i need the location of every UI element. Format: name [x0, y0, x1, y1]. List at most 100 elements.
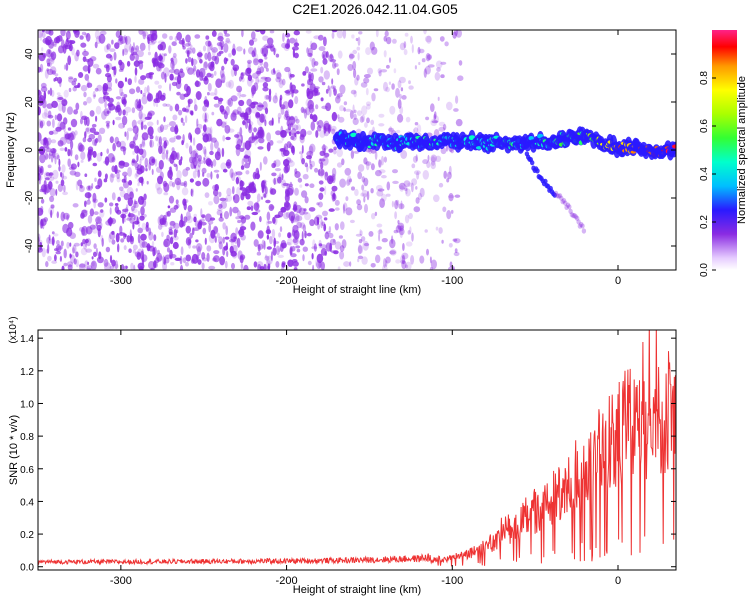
- noise-dot: [194, 164, 201, 173]
- noise-dot: [97, 228, 101, 238]
- noise-dot: [345, 207, 353, 216]
- noise-dot: [289, 247, 293, 256]
- noise-dot: [336, 94, 341, 100]
- noise-dot: [395, 199, 400, 206]
- noise-dot: [93, 251, 97, 257]
- branch-point: [581, 228, 587, 234]
- noise-dot: [163, 67, 170, 77]
- noise-dot: [455, 118, 463, 127]
- noise-dot: [411, 44, 414, 54]
- noise-dot: [338, 235, 343, 239]
- noise-dot: [57, 140, 64, 147]
- noise-dot: [352, 117, 359, 126]
- noise-dot: [85, 127, 90, 133]
- noise-dot: [123, 94, 128, 98]
- noise-dot: [235, 177, 240, 185]
- noise-dot: [62, 212, 70, 220]
- noise-dot: [274, 92, 278, 100]
- noise-dot: [264, 119, 267, 127]
- noise-dot: [86, 199, 91, 205]
- noise-dot: [114, 136, 120, 145]
- noise-dot: [140, 141, 146, 148]
- noise-dot: [365, 101, 372, 106]
- noise-dot: [306, 164, 309, 173]
- noise-dot: [226, 99, 232, 106]
- noise-dot: [319, 158, 326, 162]
- noise-dot: [183, 199, 189, 204]
- noise-dot: [185, 261, 189, 267]
- noise-dot: [45, 153, 49, 160]
- noise-dot: [446, 178, 450, 183]
- noise-dot: [408, 80, 411, 85]
- noise-dot: [411, 163, 416, 169]
- noise-dot: [137, 262, 145, 270]
- noise-dot: [272, 247, 277, 256]
- noise-dot: [365, 160, 370, 171]
- noise-dot: [226, 187, 232, 197]
- noise-dot: [147, 51, 151, 56]
- noise-dot: [85, 248, 93, 253]
- noise-dot: [162, 33, 168, 39]
- noise-dot: [60, 171, 63, 178]
- noise-dot: [389, 105, 396, 115]
- noise-dot: [283, 212, 290, 220]
- noise-dot: [193, 65, 197, 72]
- noise-dot: [218, 203, 223, 209]
- noise-dot: [257, 243, 264, 250]
- noise-dot: [252, 37, 258, 43]
- noise-dot: [291, 259, 298, 263]
- noise-dot: [342, 30, 347, 39]
- noise-dot: [70, 254, 75, 264]
- noise-dot: [375, 30, 379, 38]
- snr-series-line: [38, 330, 676, 567]
- noise-dot: [65, 62, 69, 71]
- noise-dot: [184, 43, 191, 47]
- noise-dot: [429, 256, 432, 264]
- noise-dot: [70, 118, 78, 128]
- noise-dot: [430, 161, 437, 170]
- noise-dot: [217, 35, 224, 42]
- noise-dot: [389, 238, 396, 249]
- noise-dot: [283, 43, 290, 52]
- noise-dot: [127, 213, 135, 218]
- noise-dot: [44, 184, 51, 193]
- noise-dot: [261, 239, 265, 249]
- noise-dot: [149, 139, 155, 148]
- noise-dot: [286, 242, 291, 246]
- noise-dot: [403, 41, 407, 49]
- noise-dot: [229, 238, 236, 243]
- noise-dot: [41, 112, 49, 119]
- noise-dot: [216, 232, 220, 239]
- noise-dot: [251, 87, 255, 97]
- noise-dot: [182, 168, 189, 177]
- noise-dot: [350, 89, 357, 95]
- noise-dot: [94, 41, 98, 49]
- noise-dot: [235, 136, 241, 147]
- noise-dot: [155, 135, 159, 142]
- noise-dot: [80, 42, 87, 48]
- noise-dot: [392, 169, 398, 174]
- noise-dot: [403, 180, 411, 188]
- noise-dot: [446, 101, 453, 111]
- noise-dot: [218, 217, 224, 222]
- noise-dot: [251, 211, 259, 216]
- noise-dot: [240, 72, 247, 76]
- noise-dot: [105, 246, 111, 253]
- noise-dot: [377, 68, 382, 74]
- noise-dot: [149, 139, 152, 148]
- noise-dot: [452, 31, 457, 39]
- noise-dot: [164, 220, 168, 227]
- noise-dot: [450, 148, 455, 154]
- noise-dot: [284, 66, 291, 73]
- noise-dot: [257, 79, 265, 83]
- noise-dot: [87, 151, 92, 161]
- noise-dot: [195, 91, 202, 100]
- noise-dot: [172, 52, 177, 58]
- noise-dot: [112, 263, 119, 269]
- noise-dot: [40, 198, 45, 204]
- noise-dot: [363, 157, 368, 165]
- noise-dot: [252, 188, 258, 193]
